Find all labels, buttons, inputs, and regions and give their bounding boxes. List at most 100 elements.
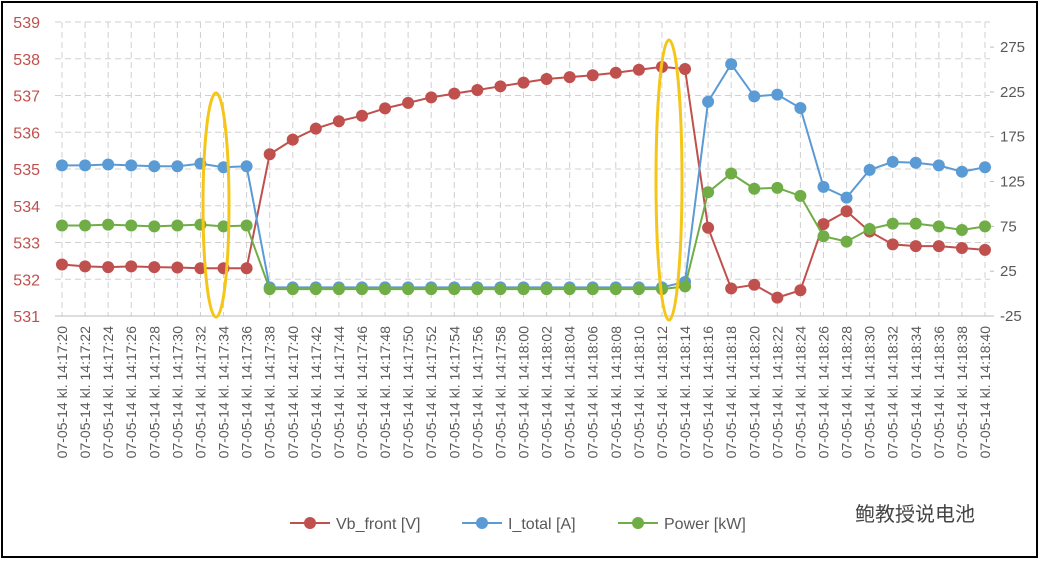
x-tick-label: 07-05-14 kl. 14:17:38	[262, 326, 278, 459]
data-point	[702, 221, 715, 234]
legend-marker	[632, 517, 644, 529]
data-point	[171, 219, 184, 232]
data-point	[517, 283, 530, 296]
data-point	[171, 160, 184, 173]
data-point	[240, 160, 253, 173]
x-tick-label: 07-05-14 kl. 14:18:06	[585, 326, 601, 459]
data-point	[909, 217, 922, 230]
x-tick-label: 07-05-14 kl. 14:18:00	[516, 326, 532, 459]
x-tick-label: 07-05-14 kl. 14:17:26	[123, 326, 139, 459]
data-point	[794, 102, 807, 115]
data-point	[540, 283, 553, 296]
data-point	[240, 262, 253, 275]
data-point	[886, 155, 899, 168]
data-point	[125, 219, 138, 232]
x-tick-label: 07-05-14 kl. 14:17:42	[308, 326, 324, 459]
data-point	[609, 66, 622, 79]
data-point	[148, 220, 161, 233]
data-point	[609, 283, 622, 296]
data-point	[471, 283, 484, 296]
x-tick-label: 07-05-14 kl. 14:17:52	[423, 326, 439, 459]
data-point	[263, 148, 276, 161]
data-point	[586, 283, 599, 296]
data-point	[771, 88, 784, 101]
x-tick-label: 07-05-14 kl. 14:18:24	[792, 326, 808, 459]
data-point	[517, 76, 530, 89]
data-point	[586, 69, 599, 82]
x-tick-label: 07-05-14 kl. 14:17:54	[446, 326, 462, 459]
x-tick-label: 07-05-14 kl. 14:17:50	[400, 326, 416, 459]
x-tick-label: 07-05-14 kl. 14:17:56	[469, 326, 485, 459]
legend-label: Power [kW]	[664, 516, 746, 533]
data-point	[217, 161, 230, 174]
data-point	[863, 223, 876, 236]
data-point	[794, 189, 807, 202]
x-tick-label: 07-05-14 kl. 14:18:32	[885, 326, 901, 459]
data-point	[909, 240, 922, 253]
data-point	[817, 180, 830, 193]
data-point	[402, 96, 415, 109]
x-tick-label: 07-05-14 kl. 14:18:12	[654, 326, 670, 459]
x-tick-label: 07-05-14 kl. 14:18:16	[700, 326, 716, 459]
data-point	[955, 242, 968, 255]
legend-label: Vb_front [V]	[336, 516, 421, 533]
data-point	[402, 283, 415, 296]
x-tick-label: 07-05-14 kl. 14:17:58	[492, 326, 508, 459]
data-point	[563, 71, 576, 84]
y-tick-label: 534	[13, 199, 40, 216]
y2-tick-label: 175	[1000, 129, 1025, 146]
legend-marker	[476, 517, 488, 529]
y2-tick-label: -25	[1000, 308, 1022, 325]
x-tick-label: 07-05-14 kl. 14:18:30	[862, 326, 878, 459]
data-point	[679, 280, 692, 293]
x-tick-label: 07-05-14 kl. 14:18:28	[839, 326, 855, 459]
x-tick-label: 07-05-14 kl. 14:17:22	[77, 326, 93, 459]
data-point	[632, 63, 645, 76]
data-point	[932, 159, 945, 172]
data-point	[817, 218, 830, 231]
x-tick-label: 07-05-14 kl. 14:18:22	[769, 326, 785, 459]
x-tick-label: 07-05-14 kl. 14:18:18	[723, 326, 739, 459]
x-tick-label: 07-05-14 kl. 14:18:40	[977, 326, 993, 459]
data-point	[840, 205, 853, 218]
data-point	[863, 163, 876, 176]
data-point	[955, 165, 968, 178]
data-point	[679, 63, 692, 76]
y-tick-label: 537	[13, 89, 40, 106]
y-tick-label: 536	[13, 125, 40, 142]
data-point	[632, 283, 645, 296]
data-point	[217, 220, 230, 233]
data-point	[840, 191, 853, 204]
data-point	[79, 159, 92, 172]
data-point	[955, 223, 968, 236]
y2-tick-label: 275	[1000, 39, 1025, 56]
data-point	[263, 283, 276, 296]
x-tick-label: 07-05-14 kl. 14:17:30	[169, 326, 185, 459]
data-point	[240, 219, 253, 232]
data-point	[771, 291, 784, 304]
data-point	[309, 283, 322, 296]
y-tick-label: 532	[13, 272, 40, 289]
data-point	[148, 160, 161, 173]
watermark: 鲍教授说电池	[855, 503, 975, 526]
data-point	[332, 283, 345, 296]
y2-tick-label: 25	[1000, 263, 1017, 280]
data-point	[125, 260, 138, 273]
data-point	[748, 182, 761, 195]
data-point	[379, 283, 392, 296]
x-tick-label: 07-05-14 kl. 14:18:08	[608, 326, 624, 459]
x-tick-label: 07-05-14 kl. 14:17:44	[331, 326, 347, 459]
x-tick-label: 07-05-14 kl. 14:17:36	[239, 326, 255, 459]
data-point	[102, 218, 115, 231]
x-tick-label: 07-05-14 kl. 14:18:38	[954, 326, 970, 459]
data-point	[840, 235, 853, 248]
data-point	[932, 240, 945, 253]
y2-tick-label: 225	[1000, 84, 1025, 101]
data-point	[102, 261, 115, 274]
data-point	[748, 90, 761, 103]
data-point	[425, 283, 438, 296]
x-tick-label: 07-05-14 kl. 14:18:02	[539, 326, 555, 459]
y2-tick-label: 75	[1000, 218, 1017, 235]
y-tick-label: 535	[13, 162, 40, 179]
